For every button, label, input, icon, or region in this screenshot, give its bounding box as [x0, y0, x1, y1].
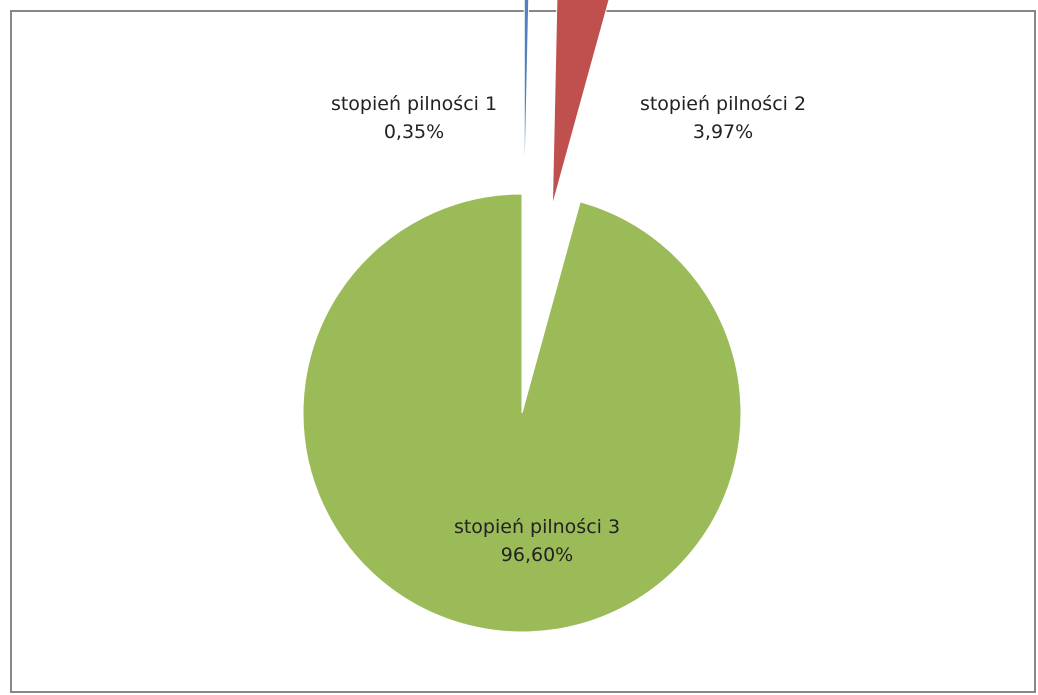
slice-label-1: stopień pilności 1 0,35%	[331, 93, 497, 143]
slice-label-1-name: stopień pilności 1	[331, 93, 497, 115]
slice-label-3: stopień pilności 3 96,60%	[454, 516, 620, 566]
slice-label-2-name: stopień pilności 2	[640, 93, 806, 115]
slice-label-3-value: 96,60%	[501, 544, 573, 566]
slice-label-2: stopień pilności 2 3,97%	[640, 93, 806, 143]
pie-slice-3	[302, 193, 742, 633]
pie-slice-1	[523, 0, 530, 204]
slice-label-2-value: 3,97%	[693, 121, 753, 143]
slice-label-3-name: stopień pilności 3	[454, 516, 620, 538]
pie-slices	[302, 0, 742, 633]
slice-label-1-value: 0,35%	[384, 121, 444, 143]
pie-slice-2	[551, 0, 610, 206]
